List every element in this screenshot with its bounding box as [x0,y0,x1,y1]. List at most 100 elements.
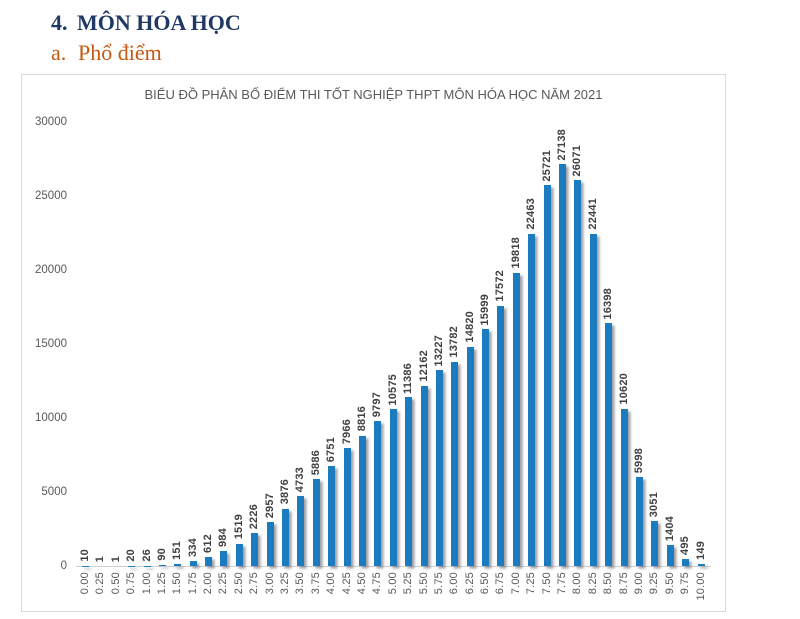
bar [666,545,674,566]
x-axis-tick-label: 9.50 [663,572,676,595]
bar [405,397,413,566]
bar-value-label: 1 [94,555,107,562]
bar [466,346,474,566]
x-axis-tick-label: 5.50 [417,572,430,595]
bar-value-label: 6751 [325,436,338,463]
bar-value-label: 8816 [355,406,368,432]
bar-value-label: 17572 [494,270,507,302]
bar-value-label: 22441 [586,198,599,230]
bar-value-label: 27138 [556,128,568,161]
bar-value-label: 90 [155,548,168,561]
bar [343,448,351,566]
bar-value-label: 2957 [263,492,276,519]
bar [435,370,443,566]
x-axis-tick-label: 7.75 [556,572,568,595]
x-axis-tick-label: 6.50 [479,572,492,595]
bar-value-label: 9797 [371,391,384,418]
bar [682,558,690,566]
x-axis-tick-label: 8.75 [617,572,630,595]
section-number: 4. [51,10,68,35]
x-axis-tick-label: 10.00 [694,572,707,601]
x-axis-tick-label: 3.50 [294,572,307,595]
bar [574,180,582,566]
x-axis-tick-label: 7.50 [540,572,553,595]
bar [389,409,397,566]
x-axis-tick-label: 5.25 [402,572,415,595]
x-axis-tick-label: 5.00 [386,572,399,595]
bar [374,421,382,566]
bar-value-label: 14820 [463,311,476,343]
bar-value-label: 20 [125,549,138,562]
bar [235,543,243,566]
bar-value-label: 10575 [386,373,399,406]
y-axis-tick-label: 15000 [35,337,67,350]
x-axis-tick-label: 1.75 [186,572,199,595]
bar [543,185,551,566]
x-axis-tick-label: 4.25 [340,572,353,595]
bar [220,551,228,566]
bar-value-label: 612 [202,534,215,553]
bar [620,408,628,566]
bar-value-label: 16398 [602,287,615,320]
x-axis-tick-label: 2.50 [232,572,245,595]
x-axis-tick-label: 2.00 [202,572,215,595]
bar [266,522,274,566]
x-axis-tick-label: 0.25 [94,572,107,595]
x-axis-tick-label: 0.00 [79,572,91,595]
bar [282,508,290,566]
bar [651,520,659,566]
bar [358,435,366,566]
x-axis-line [76,566,711,567]
y-axis-tick-label: 25000 [35,189,67,202]
x-axis-tick-label: 8.00 [571,572,584,595]
x-axis-tick-label: 2.25 [217,572,230,595]
x-axis-tick-label: 6.00 [448,572,461,595]
subsection-heading: a. Phổ điểm [51,40,162,66]
bar [312,478,320,566]
x-axis-tick-label: 9.75 [679,572,692,595]
x-axis-tick-label: 4.75 [371,572,384,595]
bar-value-label: 4733 [294,466,307,492]
bar-value-label: 984 [217,528,230,548]
bar-value-label: 3876 [279,479,292,505]
bar [605,323,613,566]
bar-value-label: 22463 [525,197,538,230]
bar-value-label: 19818 [509,237,522,269]
bar [559,164,566,566]
y-axis-tick-label: 20000 [35,263,67,276]
x-axis-tick-label: 1.50 [171,572,184,595]
y-axis-tick-label: 5000 [41,485,67,498]
x-axis-tick-label: 2.75 [248,572,261,595]
bar [589,233,597,566]
bar-value-label: 15999 [479,293,492,326]
bar [328,466,336,566]
x-axis-tick-label: 6.25 [463,572,476,595]
bar-value-label: 25721 [540,149,553,182]
bar-value-label: 1 [109,555,122,562]
y-axis-tick-label: 0 [60,559,67,572]
x-axis-tick-label: 0.50 [109,572,122,595]
bar [174,563,182,566]
bar-value-label: 334 [186,538,199,558]
x-axis-tick-label: 8.50 [602,572,615,595]
x-axis-tick-label: 8.25 [586,572,599,595]
bar [205,556,213,566]
bar-value-label: 13227 [432,334,445,367]
section-heading: 4. MÔN HÓA HỌC [51,10,241,36]
bar-value-label: 5886 [309,449,322,475]
x-axis-tick-label: 3.25 [279,572,292,595]
x-axis-tick-label: 4.00 [325,572,338,595]
bar-value-label: 10 [79,549,91,562]
x-axis-tick-label: 1.25 [155,572,168,595]
bar-value-label: 151 [171,540,184,560]
x-axis-tick-label: 3.00 [263,572,276,595]
y-axis-tick-label: 10000 [35,411,67,424]
bar-value-label: 11386 [402,362,415,394]
bar-value-label: 1404 [663,515,676,542]
bar [697,563,705,566]
bar [528,233,536,566]
bar-value-label: 5998 [632,447,645,474]
bar [251,533,259,566]
bar-value-label: 149 [694,540,707,560]
x-axis-tick-label: 7.25 [525,572,538,595]
